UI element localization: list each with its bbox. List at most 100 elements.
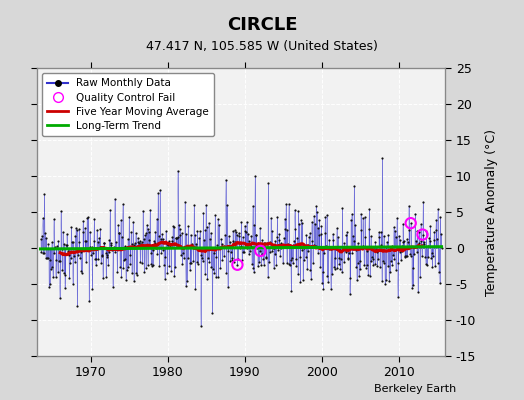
Point <box>408 285 416 292</box>
Point <box>152 216 161 222</box>
Point <box>353 240 362 247</box>
Point <box>69 239 78 245</box>
Point <box>106 207 114 214</box>
Point <box>223 284 232 291</box>
Point <box>407 220 415 226</box>
Point <box>294 208 303 214</box>
Point <box>109 246 117 252</box>
Point <box>114 230 123 236</box>
Point <box>279 244 288 250</box>
Point <box>254 243 263 250</box>
Point <box>191 286 200 292</box>
Point <box>54 238 62 244</box>
Point <box>270 245 278 252</box>
Point <box>64 252 73 258</box>
Point <box>66 260 74 266</box>
Point <box>129 278 138 284</box>
Point <box>370 261 379 268</box>
Point <box>320 250 328 256</box>
Point <box>257 251 266 258</box>
Point <box>84 246 92 252</box>
Point <box>217 236 225 242</box>
Point <box>399 221 407 227</box>
Point <box>54 258 63 264</box>
Point <box>40 250 48 257</box>
Point <box>341 247 350 253</box>
Point <box>415 229 423 235</box>
Point <box>299 277 307 283</box>
Point <box>379 233 388 239</box>
Point <box>101 250 110 256</box>
Point <box>386 269 395 275</box>
Point <box>82 238 91 244</box>
Point <box>102 274 111 280</box>
Point <box>430 229 439 235</box>
Point <box>373 263 381 269</box>
Point <box>422 261 430 268</box>
Point <box>231 239 239 245</box>
Point <box>269 265 278 271</box>
Point <box>72 225 80 231</box>
Point <box>337 256 345 262</box>
Point <box>267 215 275 221</box>
Point <box>174 234 182 240</box>
Point <box>347 211 356 218</box>
Point <box>423 261 431 268</box>
Point <box>428 250 436 256</box>
Point <box>293 271 302 278</box>
Point <box>148 263 156 270</box>
Point <box>103 252 112 259</box>
Point <box>197 252 205 258</box>
Point <box>52 256 60 263</box>
Point <box>168 234 177 240</box>
Point <box>208 246 216 252</box>
Point <box>166 244 174 250</box>
Point <box>249 265 257 272</box>
Point <box>368 254 376 260</box>
Point <box>404 238 412 245</box>
Point <box>264 274 272 280</box>
Point <box>146 207 155 213</box>
Point <box>143 222 151 228</box>
Point <box>199 258 207 264</box>
Point <box>160 262 168 268</box>
Point <box>121 243 129 250</box>
Point <box>220 242 228 249</box>
Point <box>194 247 203 254</box>
Point <box>172 235 181 241</box>
Point <box>426 223 434 230</box>
Point <box>306 267 314 274</box>
Point <box>285 261 293 267</box>
Point <box>58 267 67 273</box>
Point <box>293 235 301 241</box>
Point <box>435 280 444 286</box>
Point <box>230 238 238 244</box>
Point <box>402 236 411 243</box>
Point <box>214 274 223 280</box>
Point <box>142 229 150 236</box>
Point <box>242 228 250 235</box>
Point <box>132 230 140 236</box>
Legend: Raw Monthly Data, Quality Control Fail, Five Year Moving Average, Long-Term Tren: Raw Monthly Data, Quality Control Fail, … <box>42 73 214 136</box>
Point <box>210 250 218 256</box>
Point <box>157 250 166 256</box>
Point <box>377 229 385 236</box>
Point <box>151 228 160 235</box>
Point <box>319 286 328 292</box>
Point <box>339 244 347 250</box>
Point <box>405 227 413 233</box>
Point <box>119 257 128 263</box>
Point <box>409 282 418 288</box>
Point <box>97 260 105 266</box>
Point <box>387 257 395 264</box>
Point <box>67 255 75 261</box>
Point <box>57 246 66 252</box>
Point <box>111 196 119 202</box>
Point <box>53 269 62 275</box>
Point <box>165 237 173 244</box>
Point <box>84 214 93 220</box>
Point <box>209 310 217 317</box>
Point <box>317 223 325 230</box>
Point <box>232 228 241 235</box>
Point <box>175 222 183 228</box>
